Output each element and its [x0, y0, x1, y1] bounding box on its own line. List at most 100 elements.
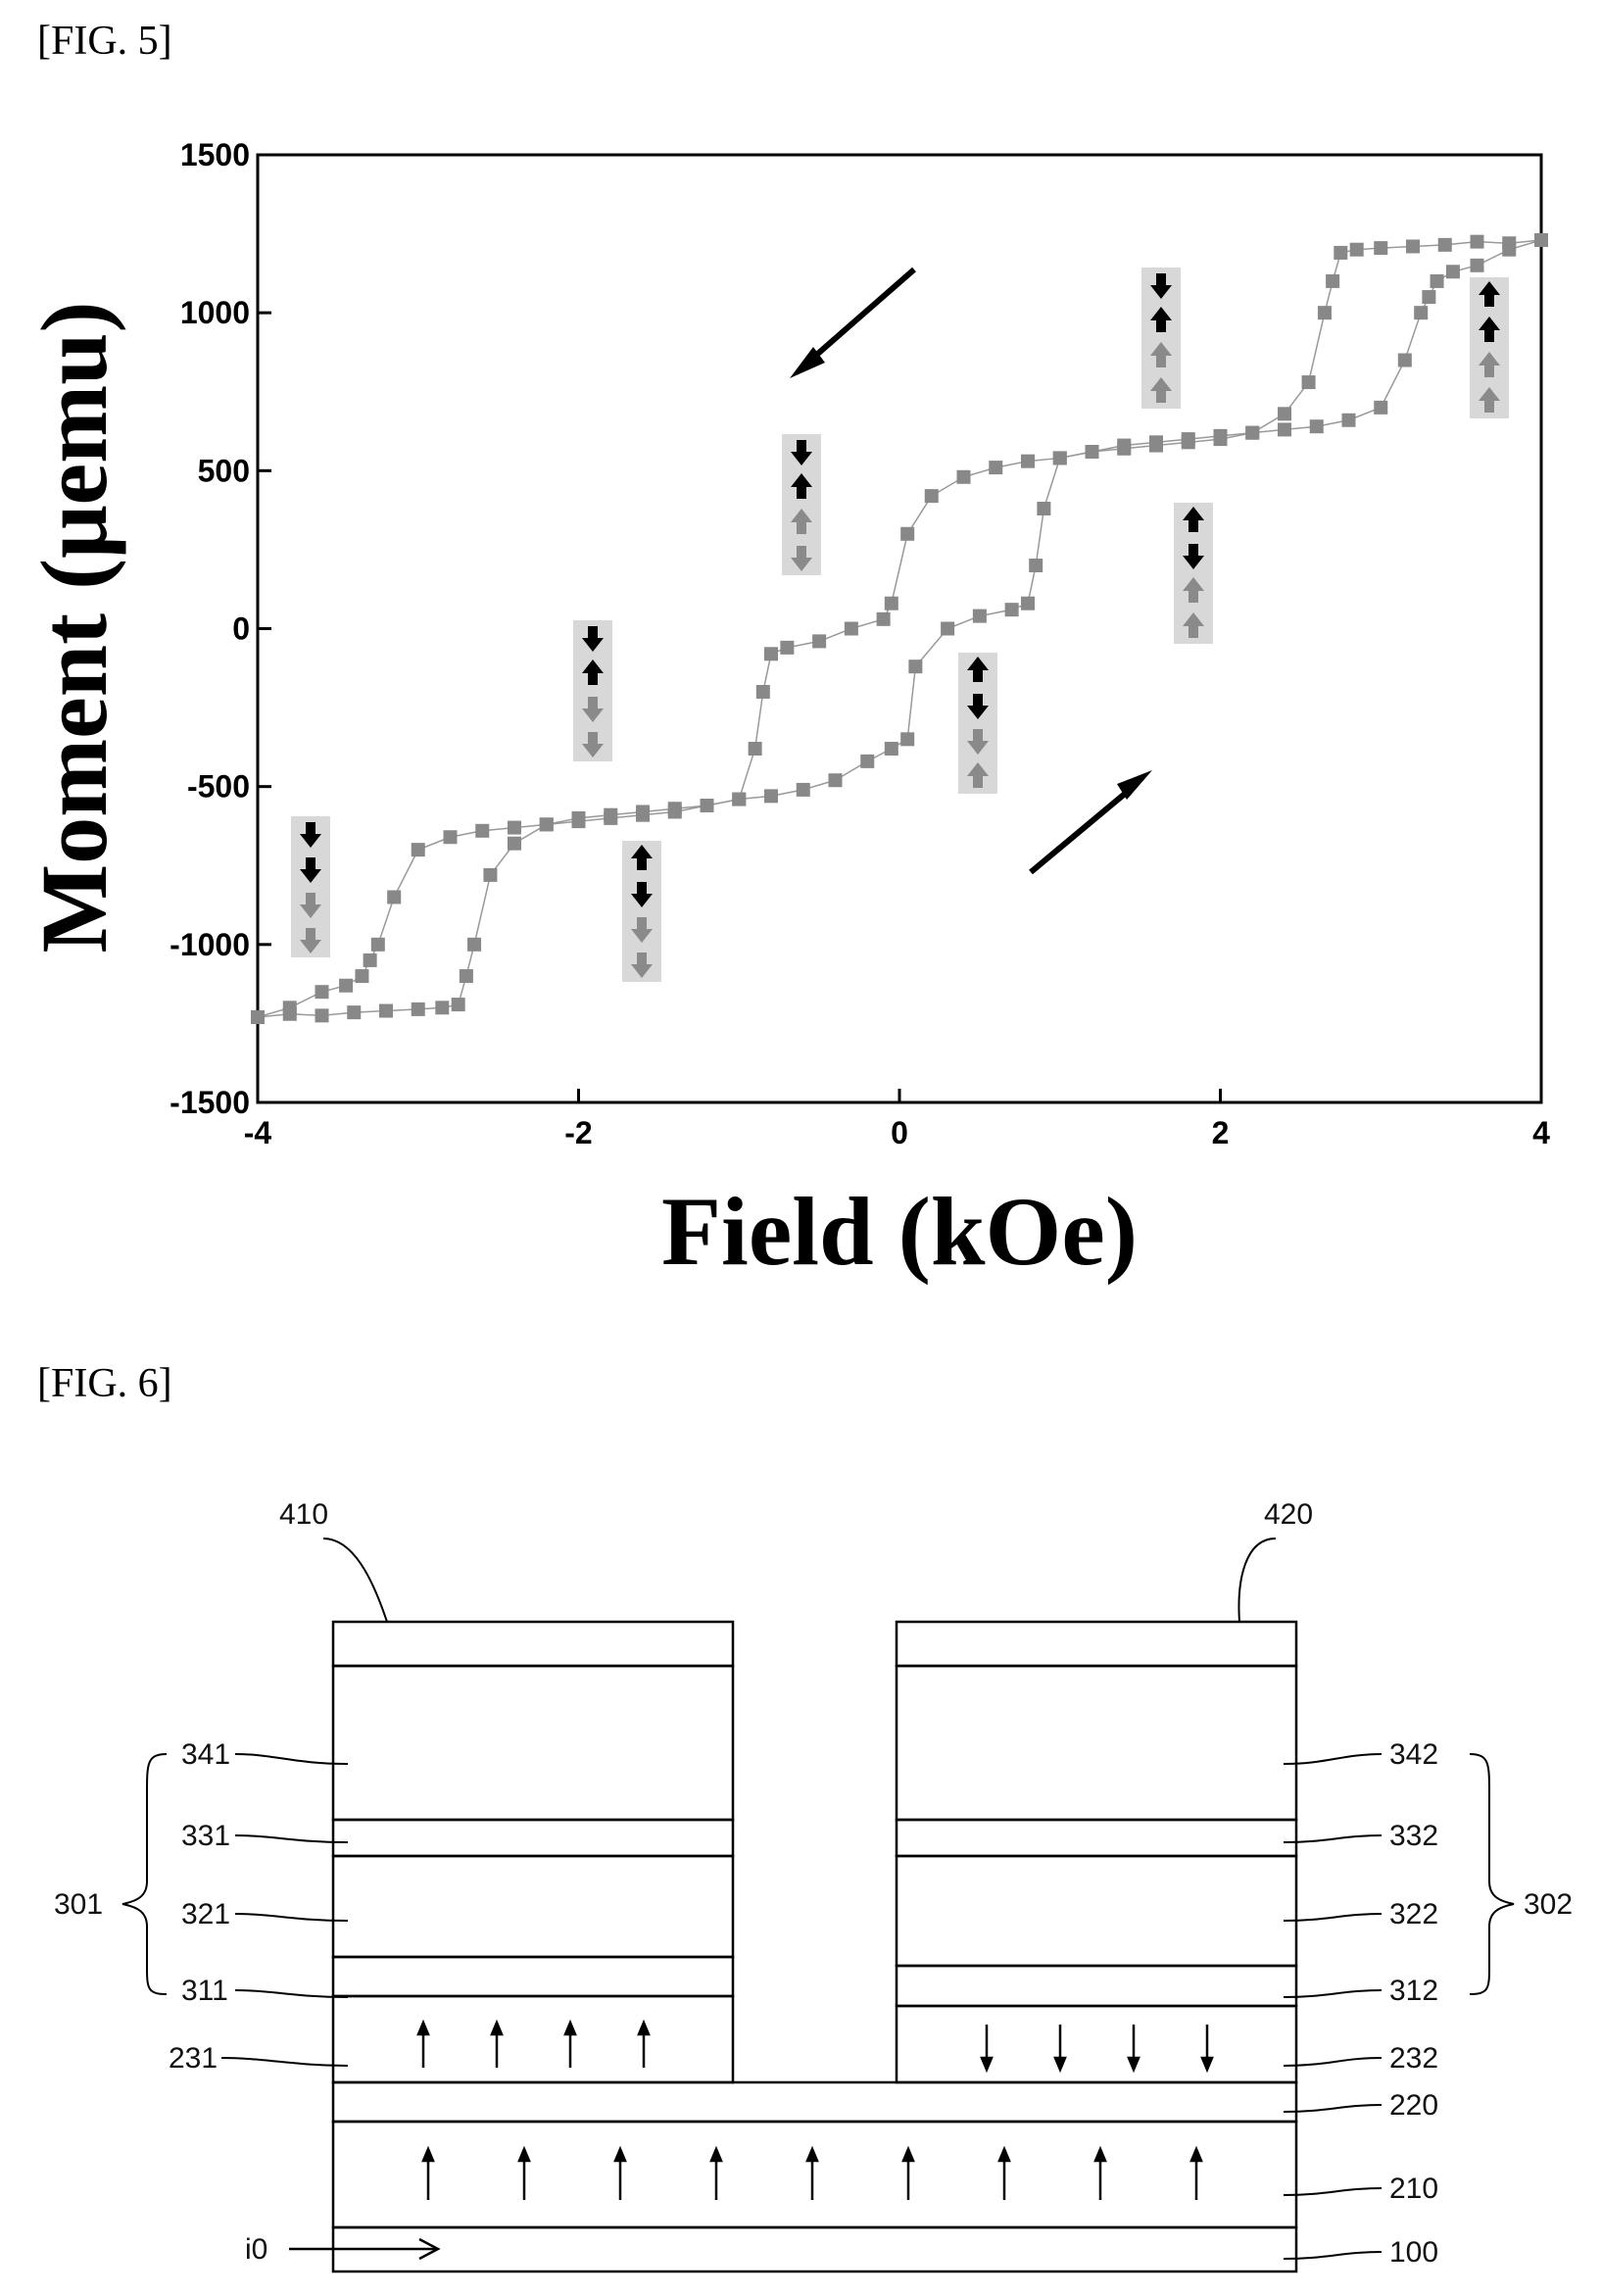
fig6-label: [FIG. 6]: [37, 1361, 172, 1406]
data-point: [459, 969, 473, 984]
data-point: [379, 1003, 393, 1018]
spin-up-arrow: [631, 845, 653, 870]
label-331: 331: [181, 1820, 230, 1852]
x-tick-label: 2: [1212, 1115, 1230, 1150]
data-point: [1278, 407, 1291, 421]
data-point: [1309, 419, 1324, 434]
layer-322: [895, 1854, 1298, 1968]
data-point: [571, 810, 586, 825]
layer-220: [331, 2080, 1298, 2124]
y-tick-label: 0: [232, 611, 250, 647]
arrows-232-down: [980, 2025, 1214, 2074]
fig5-chart: 1500 1000 500 0 -500 -1000 -1500 -4 -2 0 2 4 Momen…: [22, 137, 1550, 1286]
data-point: [483, 867, 498, 882]
layer-210: [331, 2120, 1298, 2229]
layer-332: [895, 1818, 1298, 1858]
spin-down-arrow: [300, 857, 321, 883]
data-point: [443, 830, 458, 845]
spin-down-arrow: [631, 882, 653, 907]
data-point: [1326, 273, 1340, 288]
label-i0: i0: [245, 2233, 267, 2266]
data-point: [467, 937, 482, 952]
layer-231: [331, 1994, 735, 2084]
magnetization-arrowhead: [421, 2145, 435, 2163]
data-point: [989, 461, 1003, 475]
plot-area: [256, 153, 1543, 1104]
magnetization-arrowhead: [1189, 2145, 1203, 2163]
data-point: [1245, 425, 1260, 440]
spin-down-arrow: [582, 732, 604, 757]
layer-342: [895, 1664, 1298, 1822]
data-point: [732, 792, 747, 806]
spin-down-arrow: [582, 626, 604, 652]
data-point: [1029, 559, 1043, 573]
fig5-label: [FIG. 5]: [37, 19, 172, 64]
magnetization-arrowhead: [517, 2145, 531, 2163]
spin-up-arrow: [1183, 577, 1204, 603]
data-series: [251, 233, 1548, 1024]
data-point: [1052, 451, 1067, 465]
data-point: [828, 773, 843, 788]
spin-state-indicators: [291, 268, 1509, 982]
data-point: [1278, 422, 1291, 437]
data-point: [1502, 242, 1517, 257]
spin-up-arrow: [1479, 387, 1500, 413]
spin-down-arrow: [967, 694, 989, 719]
spin-down-arrow: [1183, 544, 1204, 569]
data-point: [1430, 273, 1444, 288]
data-point: [636, 805, 650, 819]
label-231: 231: [169, 2042, 218, 2075]
label-100: 100: [1389, 2236, 1438, 2269]
magnetization-arrowhead: [805, 2145, 819, 2163]
data-point: [315, 1008, 329, 1023]
data-point: [812, 634, 827, 649]
label-322: 322: [1389, 1898, 1438, 1930]
y-tick-label: 1000: [180, 295, 250, 330]
data-point: [508, 836, 521, 851]
data-point: [282, 1006, 297, 1021]
spin-down-arrow: [791, 440, 812, 465]
label-302: 302: [1524, 1888, 1573, 1921]
data-point: [1349, 242, 1364, 257]
magnetization-arrowhead: [709, 2145, 723, 2163]
x-axis: -4 -2 0 2 4: [244, 1089, 1550, 1150]
data-point: [1213, 428, 1228, 443]
data-point: [1334, 245, 1348, 260]
label-341: 341: [181, 1738, 230, 1771]
data-point: [884, 741, 898, 756]
spin-up-arrow: [1183, 507, 1204, 532]
spin-down-arrow: [967, 729, 989, 755]
data-point: [1341, 413, 1356, 427]
data-point: [764, 789, 778, 804]
leader-lines: [121, 1538, 1515, 2260]
magnetization-arrowhead: [1093, 2145, 1107, 2163]
label-312: 312: [1389, 1975, 1438, 2007]
label-410: 410: [279, 1498, 328, 1531]
spin-down-arrow: [791, 546, 812, 571]
series-line: [257, 239, 1542, 1018]
data-point: [1004, 603, 1019, 617]
spin-down-arrow: [631, 917, 653, 943]
spin-state-box: [1174, 503, 1213, 644]
sweep-arrow-up: [1029, 770, 1152, 875]
spin-up-arrow: [1479, 352, 1500, 377]
data-point: [1445, 265, 1460, 279]
spin-state-box: [1141, 268, 1181, 409]
data-point: [508, 820, 521, 835]
data-point: [370, 937, 385, 952]
data-point: [780, 640, 795, 655]
data-point: [764, 647, 778, 661]
spin-state-box: [291, 816, 330, 957]
spin-up-arrow: [791, 473, 812, 499]
spin-down-arrow: [1150, 273, 1172, 299]
data-point: [1406, 239, 1420, 254]
x-tick-label: 0: [891, 1115, 908, 1150]
label-301: 301: [54, 1888, 103, 1921]
spin-down-arrow: [300, 822, 321, 848]
data-point: [900, 526, 915, 541]
data-point: [1317, 306, 1332, 320]
data-point: [1437, 237, 1452, 252]
data-point: [900, 732, 915, 747]
magnetization-arrowhead: [613, 2145, 627, 2163]
data-point: [1085, 444, 1099, 459]
